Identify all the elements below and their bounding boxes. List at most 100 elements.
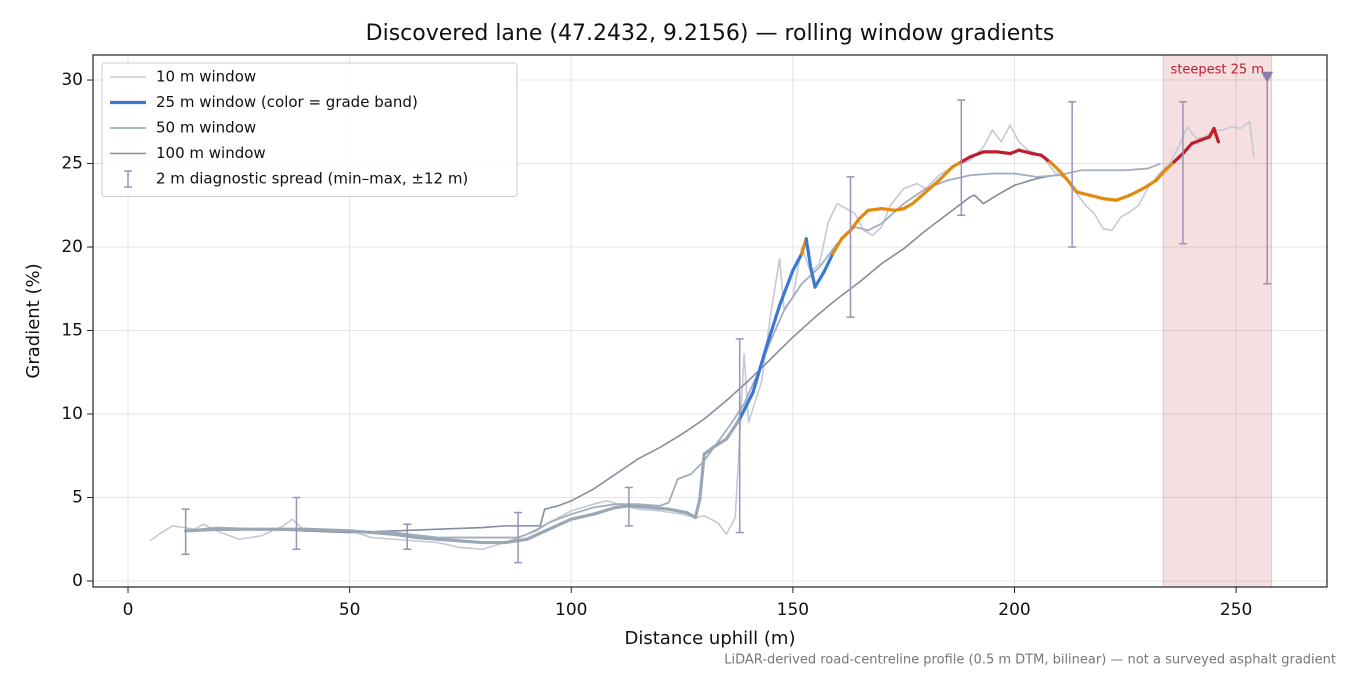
chart-title: Discovered lane (47.2432, 9.2156) — roll… (366, 21, 1055, 46)
legend-label: 100 m window (156, 144, 266, 162)
y-axis-label: Gradient (%) (23, 263, 44, 378)
line-segment (569, 512, 596, 521)
line-segment (303, 527, 352, 533)
line-segment (738, 390, 755, 421)
y-tick-label: 20 (61, 237, 83, 257)
line-segment (1048, 160, 1061, 172)
legend: 10 m window 25 m window (color = grade ba… (101, 62, 518, 197)
y-tick-label: 15 (61, 321, 83, 341)
line-segment (804, 237, 813, 269)
x-tick-label: 150 (777, 600, 809, 620)
y-tick-label: 30 (61, 70, 83, 90)
line-segment (822, 252, 835, 274)
x-tick-label: 0 (123, 600, 134, 620)
line-segment (857, 208, 870, 221)
series-line (185, 174, 1059, 534)
line-segment (866, 207, 884, 212)
error-bar (403, 523, 412, 551)
y-tick-label: 10 (61, 404, 83, 424)
line-segment (348, 529, 374, 535)
x-axis-label: Distance uphill (m) (625, 628, 796, 649)
y-tick-label: 5 (72, 487, 83, 507)
line-segment (525, 527, 551, 541)
highlight-band (1162, 54, 1273, 588)
y-tick-label: 25 (61, 154, 83, 174)
error-bar (514, 511, 523, 564)
line-segment (693, 497, 702, 520)
line-segment (458, 539, 485, 545)
legend-box (101, 62, 518, 197)
line-segment (698, 452, 706, 501)
line-segment (547, 517, 573, 531)
error-bar (1178, 101, 1187, 245)
line-segment (627, 504, 653, 510)
line-segment (370, 530, 396, 536)
line-segment (1057, 168, 1070, 182)
line-segment (1088, 193, 1105, 201)
plot-frame (92, 54, 1328, 588)
highlight-label: steepest 25 m (1171, 63, 1264, 78)
line-segment (764, 303, 782, 349)
line-segment (831, 237, 844, 256)
line-segment (724, 417, 742, 441)
line-segment (1128, 186, 1145, 197)
error-bar (957, 99, 966, 217)
line-segment (667, 507, 689, 515)
line-segment (1181, 141, 1194, 156)
series-line (185, 162, 1162, 539)
error-bar (292, 496, 301, 551)
x-tick-label: 250 (1220, 600, 1252, 620)
line-segment (959, 155, 972, 164)
line-segment (436, 537, 463, 543)
line-segment (879, 207, 897, 212)
line-segment (414, 535, 440, 541)
line-segment (1114, 193, 1132, 202)
x-tick-label: 50 (339, 600, 361, 620)
line-segment (950, 160, 963, 169)
line-segment (813, 270, 826, 289)
legend-label: 10 m window (156, 68, 256, 86)
line-segment (1172, 151, 1185, 164)
line-segment (1039, 153, 1052, 164)
line-segment (684, 510, 697, 520)
line-segment (924, 178, 941, 194)
line-segment (848, 217, 861, 232)
line-segment (184, 527, 219, 533)
line-segment (711, 437, 729, 450)
line-segment (392, 532, 418, 540)
error-bar (181, 508, 190, 556)
line-segment (649, 505, 671, 511)
peak-marker (1261, 71, 1274, 83)
line-segment (1163, 160, 1176, 172)
line-segment (1074, 190, 1092, 197)
y-tick-label: 0 (72, 571, 83, 591)
line-segment (503, 537, 529, 545)
line-segment (791, 252, 804, 273)
line-segment (1212, 126, 1221, 144)
legend-label: 2 m diagnostic spread (min–max, ±12 m) (156, 170, 468, 188)
line-segment (1101, 197, 1119, 202)
line-segment (702, 445, 715, 456)
error-bar (624, 486, 633, 527)
error-bar (846, 176, 855, 318)
legend-label: 25 m window (color = grade band) (156, 93, 418, 111)
legend-label: 50 m window (156, 119, 256, 137)
line-segment (968, 150, 986, 159)
x-tick-label: 100 (555, 600, 587, 620)
line-segment (995, 150, 1012, 156)
x-tick-label: 200 (998, 600, 1030, 620)
series-line (149, 120, 1255, 551)
line-segment (751, 345, 768, 394)
line-segment (840, 228, 853, 241)
line-segment (809, 265, 817, 289)
line-segment (910, 190, 928, 206)
line-segment (777, 268, 795, 308)
error-bar (735, 338, 744, 534)
line-segment (591, 505, 618, 516)
line-segment (613, 504, 631, 510)
line-segment (1154, 168, 1167, 182)
line-segment (902, 202, 915, 211)
footnote: LiDAR-derived road-centreline profile (0… (724, 653, 1336, 668)
line-segment (1141, 178, 1158, 191)
